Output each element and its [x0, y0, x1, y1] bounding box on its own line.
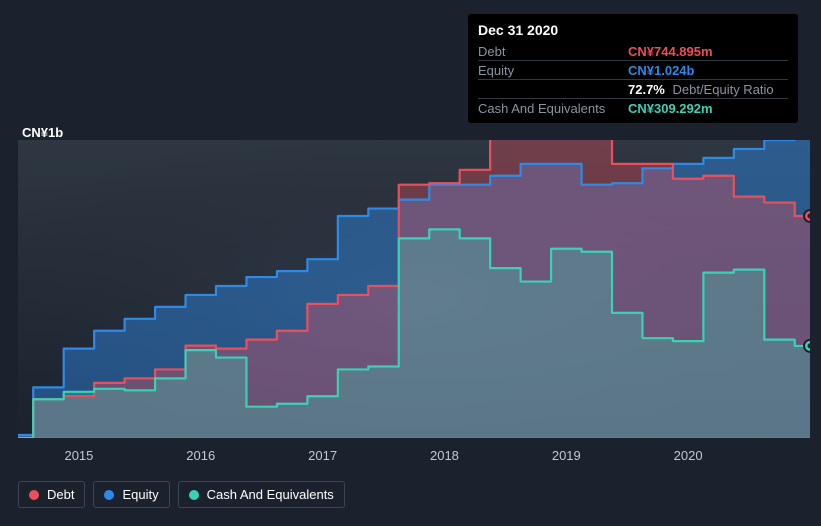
legend-item-equity[interactable]: Equity [93, 481, 169, 508]
legend-item-cash[interactable]: Cash And Equivalents [178, 481, 345, 508]
tooltip-row-label: Debt [478, 42, 628, 61]
tooltip-row-label [478, 80, 628, 99]
legend-label: Debt [47, 487, 74, 502]
legend-item-debt[interactable]: Debt [18, 481, 85, 508]
tooltip-row-label: Equity [478, 61, 628, 80]
debt-swatch-icon [29, 490, 39, 500]
tooltip-row-value: CN¥309.292m [628, 99, 788, 118]
chart-container: Dec 31 2020 DebtCN¥744.895mEquityCN¥1.02… [0, 0, 821, 526]
equity-swatch-icon [104, 490, 114, 500]
y-axis-label-top: CN¥1b [22, 125, 63, 140]
x-tick: 2017 [308, 448, 337, 463]
tooltip-row-value: CN¥744.895m [628, 42, 788, 61]
chart-plot[interactable] [18, 140, 810, 438]
hover-tooltip: Dec 31 2020 DebtCN¥744.895mEquityCN¥1.02… [468, 14, 798, 123]
tooltip-table: DebtCN¥744.895mEquityCN¥1.024b72.7% Debt… [478, 42, 788, 117]
legend-label: Equity [122, 487, 158, 502]
x-tick: 2020 [674, 448, 703, 463]
x-tick: 2018 [430, 448, 459, 463]
tooltip-row-value: CN¥1.024b [628, 61, 788, 80]
x-tick: 2019 [552, 448, 581, 463]
x-tick: 2016 [186, 448, 215, 463]
legend: Debt Equity Cash And Equivalents [18, 481, 345, 508]
tooltip-row-value: 72.7% Debt/Equity Ratio [628, 80, 788, 99]
tooltip-row-label: Cash And Equivalents [478, 99, 628, 118]
x-tick: 2015 [64, 448, 93, 463]
x-axis: 2015 2016 2017 2018 2019 2020 [18, 448, 810, 468]
legend-label: Cash And Equivalents [207, 487, 334, 502]
tooltip-title: Dec 31 2020 [478, 20, 788, 42]
cash-swatch-icon [189, 490, 199, 500]
